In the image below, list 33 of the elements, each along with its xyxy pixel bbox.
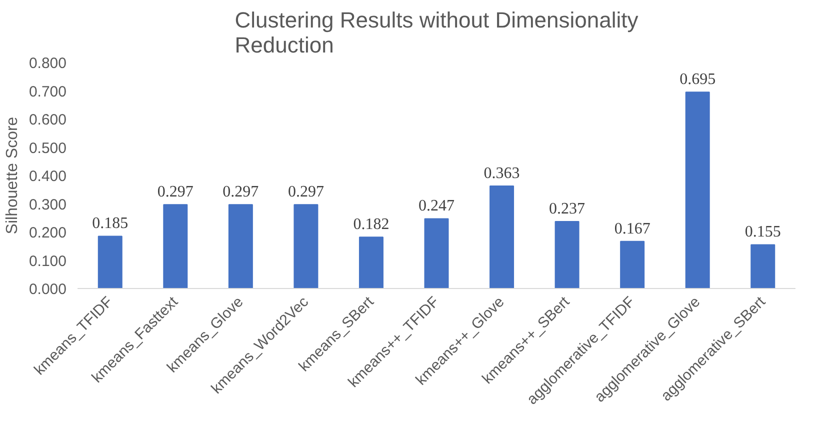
y-tick-label: 0.700 — [28, 83, 67, 100]
bar — [163, 204, 188, 288]
data-label: 0.363 — [484, 164, 520, 182]
bar — [228, 204, 253, 288]
data-label: 0.185 — [92, 215, 128, 232]
bar — [554, 221, 580, 288]
y-tick-label: 0.400 — [28, 168, 67, 185]
bar — [358, 236, 384, 288]
data-label: 0.167 — [614, 220, 650, 238]
bar — [685, 92, 710, 288]
data-label: 0.155 — [744, 224, 781, 241]
data-label: 0.237 — [549, 200, 586, 218]
bar — [620, 240, 645, 288]
bar — [98, 236, 122, 288]
data-label: 0.297 — [222, 184, 259, 201]
data-label: 0.297 — [157, 184, 194, 201]
bar — [490, 185, 514, 288]
bar — [424, 218, 449, 288]
bar — [750, 244, 776, 288]
bar — [294, 204, 318, 288]
data-label: 0.182 — [353, 216, 390, 234]
y-tick-label: 0.300 — [28, 196, 67, 214]
data-label: 0.297 — [288, 184, 324, 201]
data-label: 0.247 — [418, 198, 454, 215]
data-label: 0.695 — [680, 71, 716, 88]
y-tick-label: 0.100 — [28, 252, 67, 270]
y-tick-label: 0.500 — [28, 140, 67, 157]
y-tick-label: 0.600 — [28, 112, 67, 128]
y-tick-label: 0.000 — [28, 281, 67, 298]
y-axis-title: Silhouette Score — [4, 116, 21, 234]
y-tick-label: 0.200 — [28, 224, 67, 242]
y-tick-label: 0.800 — [28, 55, 67, 72]
chart-title: Clustering Results without Dimensionality Reduction — [234, 8, 638, 58]
